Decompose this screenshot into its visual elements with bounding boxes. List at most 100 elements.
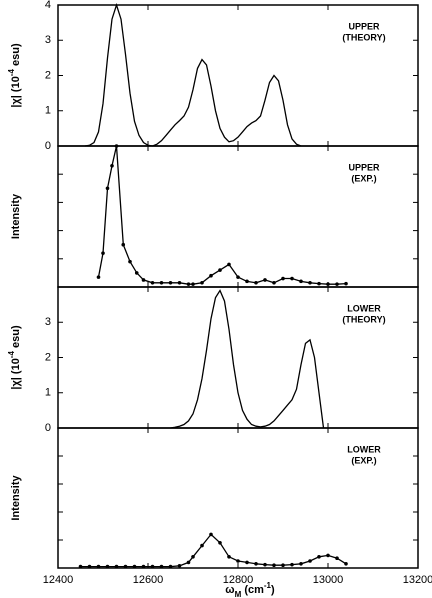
data-point — [96, 275, 101, 279]
data-point — [123, 564, 128, 569]
annotation: UPPER — [348, 162, 380, 172]
data-point — [299, 279, 303, 284]
annotation: LOWER — [347, 444, 381, 454]
data-point — [218, 268, 222, 272]
data-point — [254, 562, 258, 566]
data-point — [141, 278, 146, 282]
y-tick-label: 2 — [45, 69, 51, 81]
data-point — [245, 279, 249, 284]
x-tick-label: 13200 — [403, 574, 432, 586]
data-point — [96, 564, 101, 569]
data-point — [159, 280, 164, 285]
data-point — [281, 563, 285, 567]
y-tick-label: 4 — [45, 0, 51, 11]
data-point — [281, 276, 285, 281]
data-point — [263, 278, 267, 282]
x-axis-label-part: ω — [225, 584, 234, 596]
data-point — [121, 242, 126, 247]
annotation: (THEORY) — [342, 314, 385, 324]
x-axis-label-part: M — [235, 590, 242, 598]
data-point — [236, 559, 240, 563]
data-point — [101, 251, 105, 255]
annotation: LOWER — [347, 303, 381, 313]
data-point — [105, 186, 110, 191]
data-point — [177, 563, 182, 568]
y-axis-label-part: Intensity — [10, 193, 22, 239]
y-tick-label: 0 — [45, 422, 51, 434]
data-point — [218, 541, 222, 545]
data-point — [272, 280, 276, 285]
data-point — [200, 280, 204, 285]
data-point — [191, 555, 195, 559]
y-tick-label: 3 — [45, 34, 51, 46]
data-line — [170, 289, 325, 429]
data-point — [317, 281, 321, 286]
x-tick-label: 13000 — [313, 574, 344, 586]
data-point — [290, 276, 294, 281]
data-point — [132, 564, 137, 569]
data-point — [317, 555, 321, 559]
y-axis-label: |χ| (10-4 esu) — [7, 325, 22, 390]
data-point — [326, 553, 330, 558]
x-tick-label: 12400 — [43, 574, 74, 586]
data-point — [254, 280, 258, 285]
y-axis-label-part: |χ| (10 — [10, 358, 22, 389]
data-point — [78, 564, 83, 569]
data-point — [245, 560, 249, 565]
data-point — [227, 262, 231, 267]
y-axis-label: Intensity — [10, 475, 22, 521]
y-axis-label-part: Intensity — [10, 475, 22, 521]
y-axis-label-part: -4 — [7, 351, 16, 359]
y-tick-label: 0 — [45, 140, 51, 152]
data-point — [150, 280, 155, 285]
y-axis-label-part: esu) — [10, 325, 22, 351]
data-point — [168, 280, 173, 285]
y-axis-label-part: |χ| (10 — [10, 76, 22, 107]
y-tick-label: 1 — [45, 387, 51, 399]
data-point — [335, 282, 339, 286]
data-point — [227, 555, 231, 559]
y-axis-label: Intensity — [10, 193, 22, 239]
y-tick-label: 3 — [45, 316, 51, 328]
x-tick-label: 12600 — [133, 574, 164, 586]
data-point — [272, 563, 276, 567]
data-point — [128, 259, 132, 264]
data-point — [87, 564, 92, 569]
x-axis-label-part: ) — [271, 584, 275, 596]
data-point — [168, 564, 173, 569]
data-point — [150, 564, 155, 569]
data-line — [84, 2, 302, 147]
data-point — [299, 562, 303, 566]
x-tick-label: 12800 — [223, 574, 254, 586]
data-point — [186, 282, 191, 286]
y-tick-label: 2 — [45, 351, 51, 363]
data-line — [80, 533, 347, 568]
data-point — [110, 163, 114, 168]
annotation: UPPER — [348, 21, 380, 31]
data-point — [344, 281, 348, 286]
data-point — [290, 562, 294, 567]
data-point — [308, 280, 312, 285]
data-point — [159, 564, 164, 569]
data-point — [114, 564, 119, 569]
data-point — [105, 564, 110, 569]
data-point — [326, 282, 330, 286]
annotation: (THEORY) — [342, 32, 385, 42]
data-point — [209, 532, 213, 537]
data-line — [97, 145, 347, 285]
y-tick-label: 1 — [45, 105, 51, 117]
data-point — [263, 562, 267, 567]
data-point — [114, 144, 119, 148]
data-point — [335, 556, 339, 560]
data-point — [141, 564, 146, 569]
data-point — [200, 543, 204, 548]
data-point — [344, 562, 348, 566]
data-point — [236, 275, 240, 279]
data-point — [177, 280, 182, 285]
x-axis-label-part: (cm — [241, 584, 264, 596]
annotation: (EXP.) — [351, 173, 376, 183]
x-axis-label: ωM (cm-1) — [225, 581, 275, 598]
data-point — [186, 560, 191, 565]
data-point — [308, 559, 312, 563]
